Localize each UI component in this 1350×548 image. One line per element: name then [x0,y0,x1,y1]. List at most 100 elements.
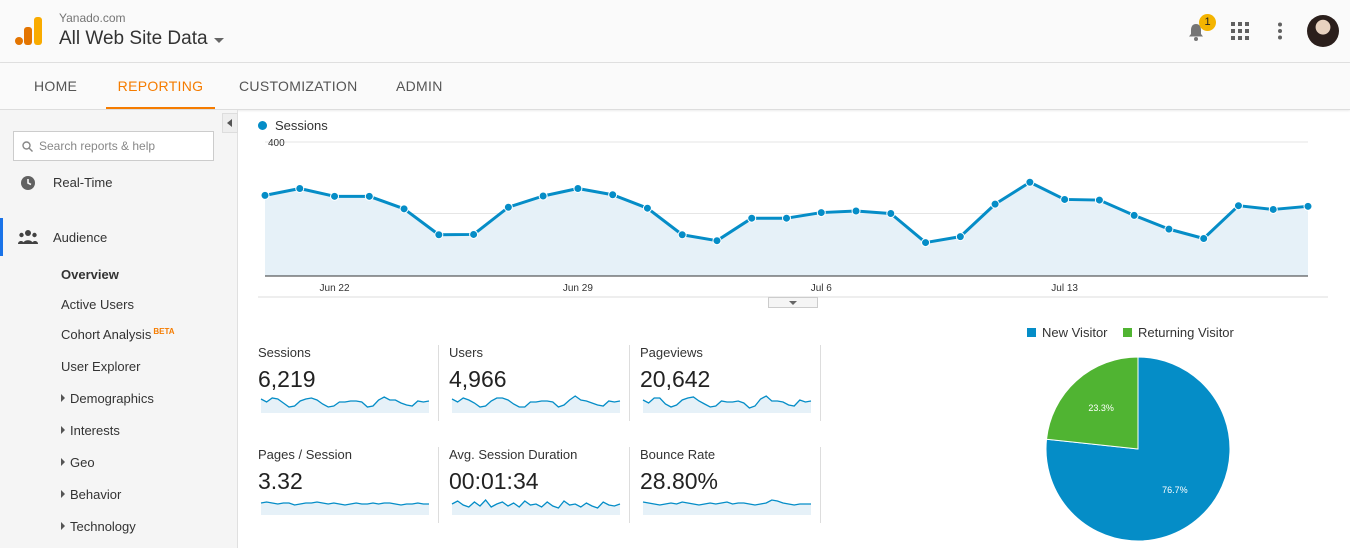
data-point [1233,201,1243,211]
tab-home[interactable]: HOME [34,78,78,94]
data-point [538,191,548,201]
legend-label: Returning Visitor [1138,325,1234,340]
sidebar-item-active-users[interactable]: Active Users [61,297,134,312]
avatar[interactable] [1307,15,1339,47]
account-name: Yanado.com [59,11,126,25]
divider [629,447,630,523]
sparkline-area [261,502,429,515]
data-point [1199,234,1209,243]
tab-reporting[interactable]: REPORTING [106,63,215,109]
notification-badge[interactable]: 1 [1199,14,1216,31]
visitor-pie-chart: 76.7% 23.3% [1045,356,1231,542]
pages-per-session-sparkline [260,501,429,515]
sidebar-item-label: Overview [61,267,119,282]
search-input[interactable] [39,139,209,153]
legend-marker [1123,328,1132,337]
chart-expand-handle[interactable] [768,297,818,308]
sidebar-item-geo[interactable]: Geo [61,455,95,470]
pie-slice-returning-visitor [1045,356,1139,450]
sparkline-line [260,501,429,506]
data-point [782,213,791,223]
metric-value: 6,219 [258,366,316,392]
sparkline-line [451,395,621,408]
sidebar-item-label: Technology [70,519,136,534]
sidebar-item-cohort-analysis[interactable]: Cohort Analysis BETA [61,327,175,342]
data-point [1025,177,1035,187]
sidebar-item-label: User Explorer [61,359,141,374]
data-point [608,190,618,200]
metric-pageviews[interactable]: Pageviews 20,642 [640,345,820,393]
metric-value: 20,642 [640,366,711,392]
data-point [330,191,340,201]
y-tick-label: 400 [268,138,285,149]
data-point [921,238,931,248]
beta-badge: BETA [153,327,175,336]
x-tick-label: Jul 6 [811,283,833,294]
data-point [712,236,722,246]
tab-customization[interactable]: CUSTOMIZATION [239,78,358,94]
data-point [816,208,826,218]
sidebar-item-overview[interactable]: Overview [61,267,119,282]
divider [629,345,630,421]
metric-value: 4,966 [449,366,507,392]
sessions-legend[interactable]: Sessions [258,118,328,133]
data-point [503,202,513,212]
sidebar-item-realtime[interactable]: Real-Time [53,175,113,190]
sidebar-item-label: Interests [70,423,120,438]
divider [438,345,439,421]
collapse-sidebar-button[interactable] [222,113,238,133]
sparkline-line [451,499,621,509]
metric-bounce-rate[interactable]: Bounce Rate 28.80% [640,447,820,495]
nav-bar: HOME REPORTING CUSTOMIZATION ADMIN [0,63,1350,110]
sidebar-item-user-explorer[interactable]: User Explorer [61,359,140,374]
sidebar-item-behavior[interactable]: Behavior [61,487,121,502]
divider [820,447,821,523]
data-point [955,232,965,242]
more-vert-icon[interactable] [1276,22,1284,40]
metric-label: Avg. Session Duration [449,447,578,462]
data-point [434,230,444,240]
sparkline-area [452,500,620,515]
metric-pages-per-session[interactable]: Pages / Session 3.32 [258,447,438,495]
sidebar-item-interests[interactable]: Interests [61,423,120,438]
pie-slice-new-visitor [1045,356,1231,542]
metric-sessions[interactable]: Sessions 6,219 [258,345,438,393]
tab-admin[interactable]: ADMIN [396,78,443,94]
expand-arrow-icon [61,426,65,434]
metric-label: Pageviews [640,345,703,360]
apps-grid-icon[interactable] [1231,22,1249,40]
chevron-down-icon [213,37,224,43]
sidebar-item-audience[interactable]: Audience [53,230,108,245]
audience-people-icon [18,230,38,244]
data-point [642,203,652,213]
metric-value: 00:01:34 [449,468,539,494]
metric-avg-session-duration[interactable]: Avg. Session Duration 00:01:34 [449,447,629,495]
metric-users[interactable]: Users 4,966 [449,345,629,393]
legend-returning-visitor[interactable]: Returning Visitor [1123,325,1234,340]
data-point [747,213,757,223]
x-tick-label: Jul 13 [1051,283,1078,294]
bounce-rate-sparkline [642,499,811,515]
property-selector[interactable]: All Web Site Data [59,28,224,50]
search-box[interactable] [13,131,214,161]
data-point [1060,194,1070,204]
legend-label: New Visitor [1042,325,1108,340]
metric-label: Bounce Rate [640,447,716,462]
sidebar-item-technology[interactable]: Technology [61,519,136,534]
data-point [1129,210,1139,220]
x-tick-label: Jun 29 [563,283,593,294]
property-name: All Web Site Data [59,28,208,49]
data-point [1303,201,1313,211]
analytics-logo-icon[interactable] [15,17,43,45]
sidebar-item-label: Demographics [70,391,154,406]
sidebar-item-demographics[interactable]: Demographics [61,391,154,406]
users-sparkline [451,395,621,413]
sparkline-area [452,396,620,413]
data-point [886,209,896,218]
sparkline-area [643,500,811,515]
legend-new-visitor[interactable]: New Visitor [1027,325,1108,340]
metric-label: Sessions [258,345,311,360]
expand-arrow-icon [61,394,65,402]
active-section-indicator [0,218,3,256]
data-point [260,190,270,200]
